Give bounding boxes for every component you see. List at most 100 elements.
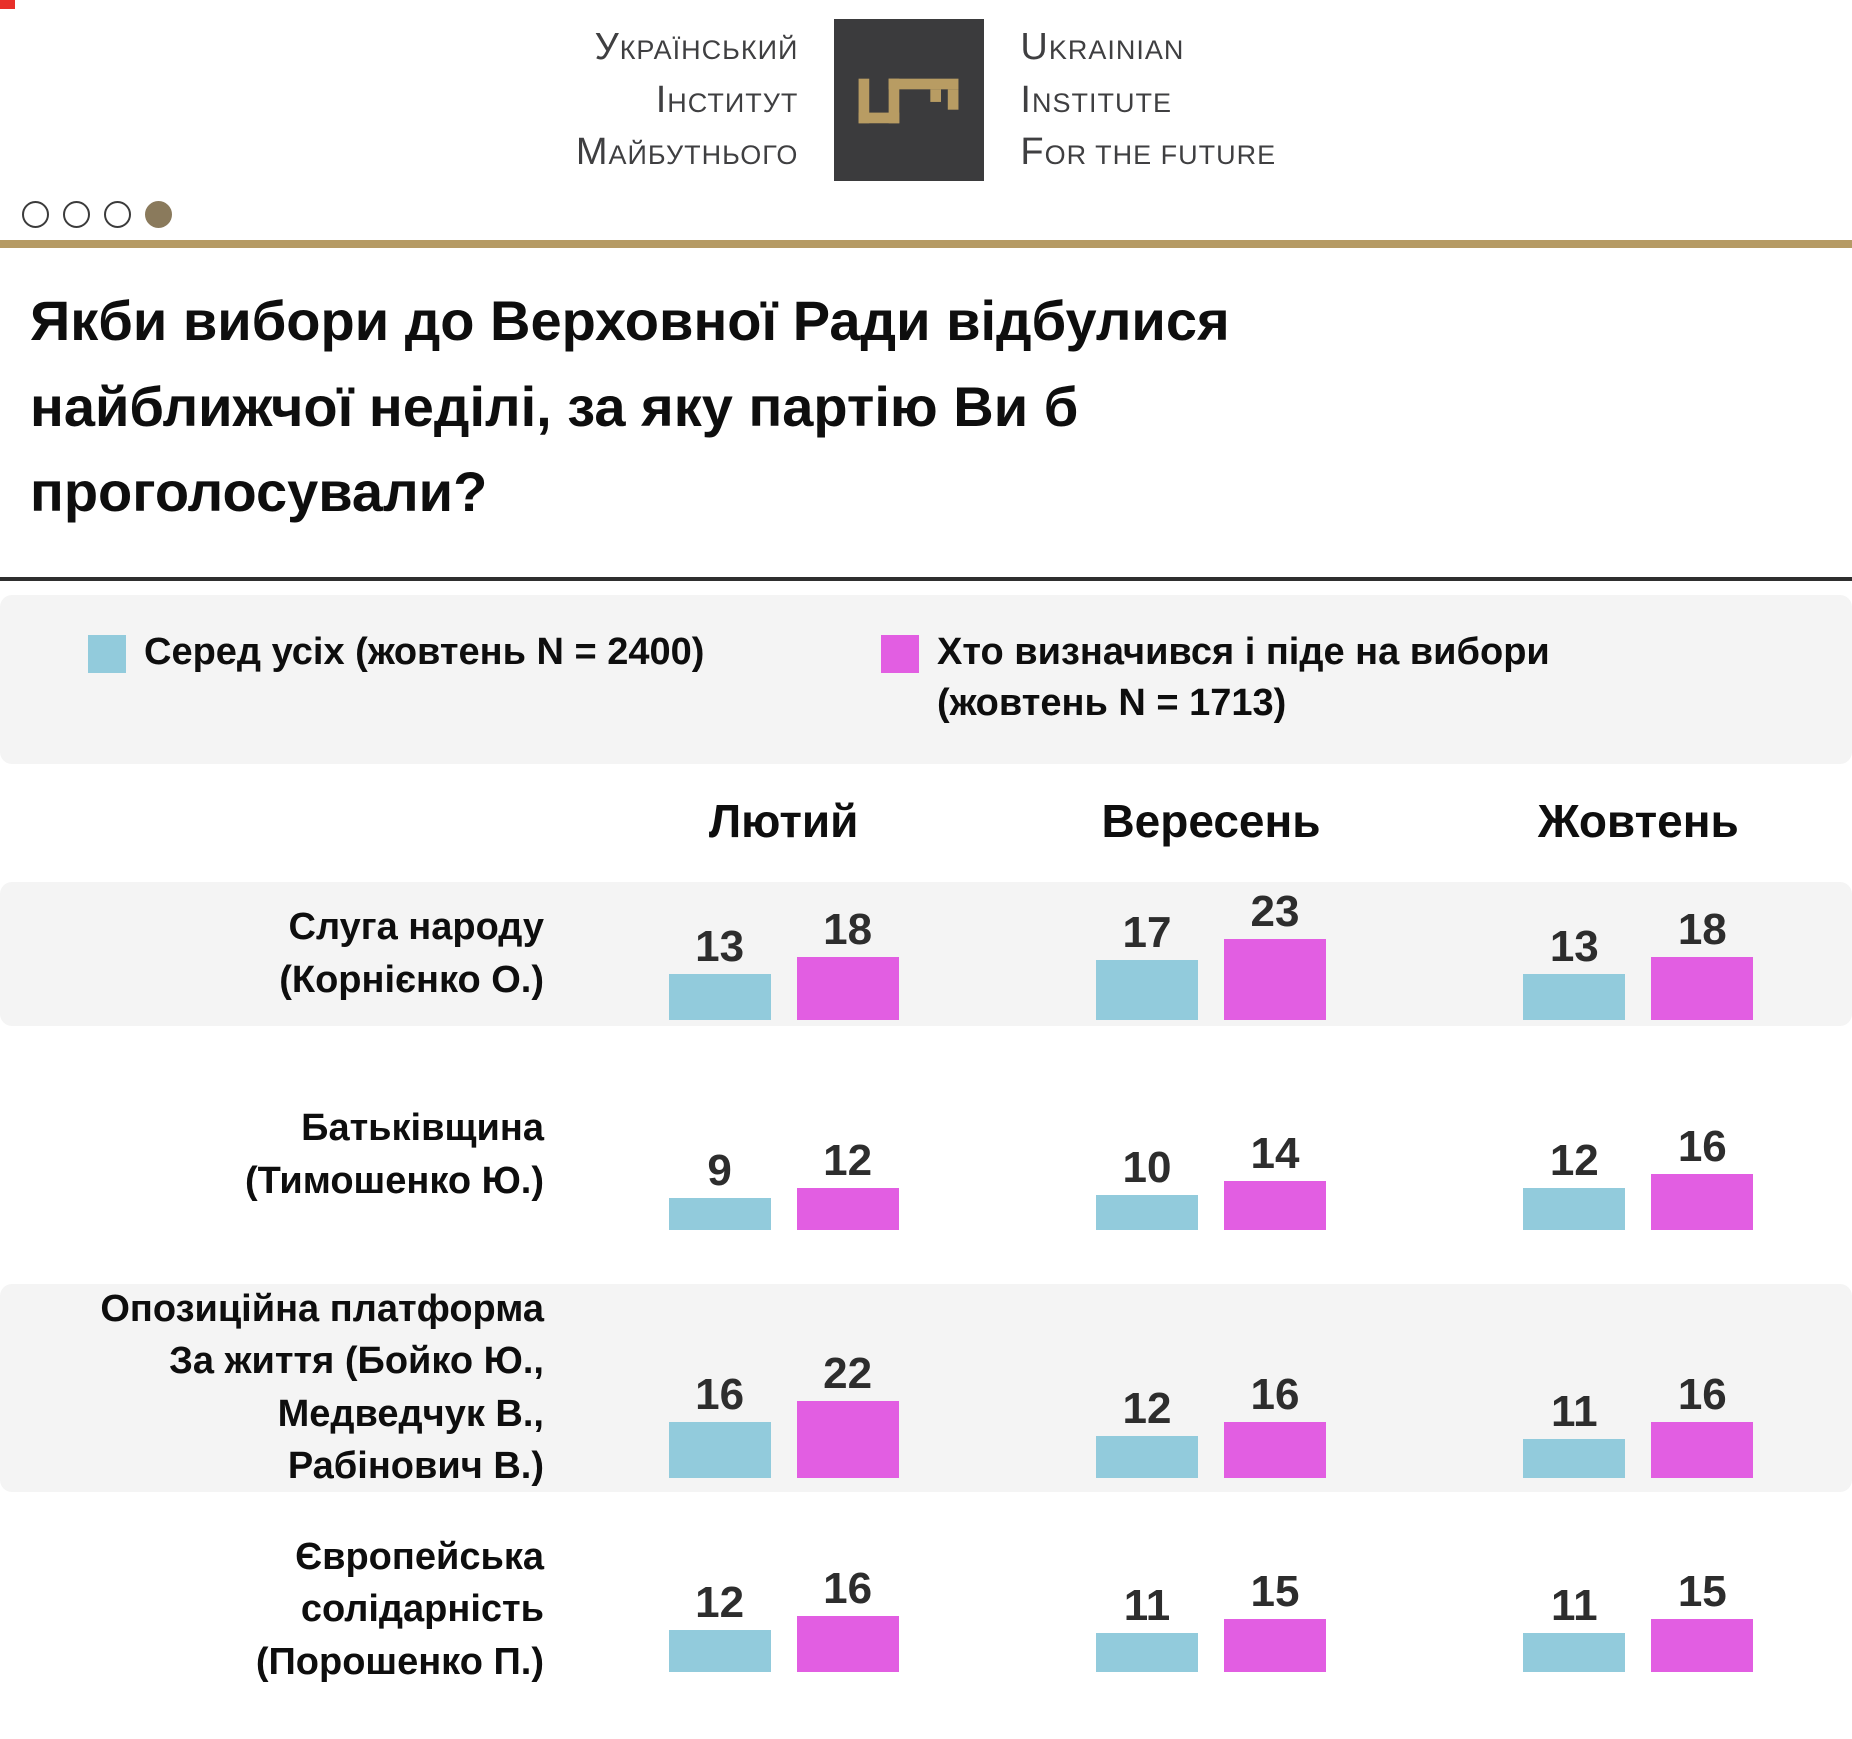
bar-group-all-respondents: 16 [668, 1372, 771, 1478]
brand-name-line: Ukrainian [1020, 26, 1185, 69]
bar-value: 16 [1677, 1369, 1727, 1419]
bar-decided-voters [796, 1400, 899, 1478]
bar-value: 14 [1250, 1128, 1300, 1178]
month-cell-Лютий: 13 18 [570, 882, 997, 1026]
party-label-line: Європейська [295, 1535, 544, 1578]
bar-group-all-respondents: 11 [1095, 1580, 1198, 1672]
party-label-line: (Порошенко П.) [255, 1640, 544, 1683]
legend-label: Хто визначився і піде на вибори (жовтень… [937, 631, 1550, 725]
bar-pair: 11 15 [1095, 1566, 1326, 1728]
bar-group-decided-voters: 23 [1223, 886, 1326, 1020]
bar-group-decided-voters: 16 [1651, 1121, 1754, 1230]
party-label-line: Батьківщина [301, 1107, 544, 1150]
month-cell-Жовтень: 12 16 [1425, 1026, 1852, 1284]
bar-decided-voters [796, 1615, 899, 1672]
bar-group-decided-voters: 14 [1223, 1128, 1326, 1230]
bar-pair: 13 18 [668, 907, 899, 1026]
bar-value: 16 [823, 1563, 873, 1613]
bar-pair: 13 18 [1523, 907, 1754, 1026]
title-divider [0, 577, 1852, 582]
brand-header: Український Інститут Майбутнього Ukrainian… [0, 0, 1852, 190]
bar-value: 13 [1549, 921, 1599, 971]
bar-value: 16 [1677, 1121, 1727, 1171]
chart-row: Європейська солідарність (Порошенко П.) 12 1… [0, 1492, 1852, 1728]
bar-group-all-respondents: 10 [1095, 1145, 1198, 1230]
chart-row: Слуга народу (Корнієнко О.) 13 18 17 23 13 18 [0, 881, 1852, 1026]
bar-all-respondents [1523, 1438, 1626, 1478]
bar-group-all-respondents: 11 [1523, 1580, 1626, 1672]
bar-group-all-respondents: 17 [1095, 907, 1198, 1020]
party-label-line: Слуга народу [288, 906, 544, 949]
month-cell-Лютий: 16 22 [570, 1284, 997, 1492]
bar-value: 11 [1551, 1580, 1598, 1630]
bar-all-respondents [668, 1197, 771, 1230]
gold-divider [0, 240, 1852, 248]
carousel-dot-3[interactable] [104, 200, 131, 228]
party-label-line: (Тимошенко Ю.) [244, 1159, 544, 1202]
page-title: Якби вибори до Верховної Ради відбулися … [30, 289, 1230, 524]
brand-name-english: Ukrainian Institute for the Future [1020, 21, 1276, 178]
bar-all-respondents [668, 1421, 771, 1478]
bar-value: 11 [1123, 1580, 1171, 1630]
bar-value: 9 [707, 1145, 732, 1195]
bar-value: 13 [695, 921, 745, 971]
month-cell-Вересень: 12 16 [997, 1284, 1424, 1492]
bar-pair: 10 14 [1095, 1128, 1326, 1284]
party-label-line: Медведчук В., [277, 1392, 544, 1435]
bar-group-all-respondents: 11 [1523, 1386, 1626, 1478]
month-header-february: Лютий [708, 794, 859, 847]
key-icon [858, 78, 959, 124]
bar-all-respondents [1523, 1632, 1626, 1672]
bar-pair: 11 16 [1523, 1369, 1754, 1492]
bar-all-respondents [668, 973, 771, 1020]
legend: Серед усіх (жовтень N = 2400) Хто визнач… [0, 595, 1852, 764]
legend-label: Серед усіх (жовтень N = 2400) [144, 631, 705, 674]
bar-decided-voters [1651, 1173, 1754, 1230]
bar-value: 17 [1122, 907, 1172, 957]
chart-row: Батьківщина (Тимошенко Ю.) 9 12 10 14 12 16 [0, 1026, 1852, 1284]
carousel-dot-1[interactable] [22, 200, 49, 228]
bar-value: 15 [1250, 1566, 1300, 1616]
bar-group-decided-voters: 18 [1651, 907, 1754, 1020]
bar-group-decided-voters: 18 [796, 907, 899, 1020]
brand-name-line: Інститут [655, 78, 799, 121]
bar-all-respondents [1095, 1194, 1198, 1230]
bar-group-decided-voters: 15 [1223, 1566, 1326, 1672]
carousel-dot-2[interactable] [63, 200, 90, 228]
month-cell-Жовтень: 13 18 [1425, 882, 1852, 1026]
legend-swatch-magenta [881, 635, 920, 674]
label-column-spacer [0, 794, 570, 848]
bar-all-respondents [668, 1629, 771, 1672]
bar-all-respondents [1523, 973, 1626, 1020]
legend-swatch-blue [88, 635, 126, 674]
month-cell-Лютий: 9 12 [570, 1026, 997, 1284]
bar-group-decided-voters: 16 [1651, 1369, 1754, 1478]
chart-row: Опозиційна платформа За життя (Бойко Ю., М… [0, 1283, 1852, 1492]
bar-group-decided-voters: 16 [1223, 1372, 1326, 1478]
bar-pair: 12 16 [1523, 1121, 1754, 1284]
bar-pair: 17 23 [1095, 886, 1326, 1026]
party-label-line: Рабінович В.) [287, 1445, 544, 1488]
party-label-line: (Корнієнко О.) [279, 958, 544, 1001]
bar-value: 23 [1250, 886, 1300, 936]
bar-pair: 12 16 [1095, 1372, 1326, 1492]
month-cell-Вересень: 17 23 [997, 882, 1424, 1026]
bar-value: 11 [1551, 1386, 1598, 1436]
bar-value: 12 [1549, 1135, 1599, 1185]
brand-logo-square [834, 19, 985, 181]
bar-decided-voters [1223, 1180, 1326, 1230]
bar-all-respondents [1095, 1632, 1198, 1672]
bar-group-decided-voters: 12 [796, 1138, 899, 1230]
month-cell-Вересень: 10 14 [997, 1026, 1424, 1284]
bar-decided-voters [1223, 1618, 1326, 1672]
bar-group-all-respondents: 12 [1523, 1135, 1626, 1230]
bar-all-respondents [1095, 1435, 1198, 1478]
bar-group-decided-voters: 15 [1651, 1569, 1754, 1672]
month-header-september: Вересень [1101, 794, 1321, 847]
bar-group-all-respondents: 12 [668, 1580, 771, 1672]
bar-group-all-respondents: 13 [1523, 921, 1626, 1020]
carousel-dot-4[interactable] [145, 200, 172, 228]
bar-decided-voters [1651, 956, 1754, 1020]
bar-decided-voters [1651, 1618, 1754, 1672]
bar-pair: 11 15 [1523, 1569, 1754, 1728]
